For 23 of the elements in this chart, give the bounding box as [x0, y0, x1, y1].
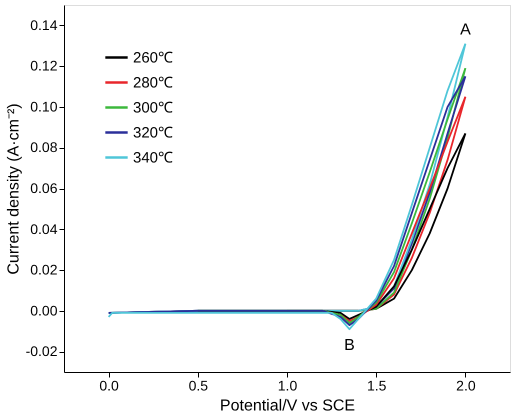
y-tick-label: 0.10 [30, 98, 58, 114]
x-axis-title: Potential/V vs SCE [220, 398, 356, 414]
legend-label: 300℃ [133, 100, 174, 116]
x-tick-label: 0.5 [188, 378, 208, 394]
x-tick-label: 2.0 [456, 378, 476, 394]
y-tick-label: 0.08 [30, 139, 58, 156]
y-axis-title: Current density (A·cm⁻²) [6, 103, 23, 275]
legend-label: 320℃ [133, 124, 174, 142]
legend-label: 340℃ [133, 150, 174, 166]
y-tick-label: -0.02 [26, 343, 58, 360]
y-tick-label: 0.02 [30, 262, 58, 278]
y-tick-label: 0.04 [30, 220, 58, 237]
y-tick-label: 0.12 [30, 58, 58, 74]
legend-label: 280℃ [133, 74, 174, 92]
y-tick-label: 0.06 [30, 180, 58, 196]
x-tick-label: 1.5 [366, 378, 387, 394]
x-tick-label: 0.0 [99, 378, 120, 394]
annotation: A [460, 22, 472, 39]
y-tick-label: 0.00 [30, 302, 58, 318]
legend-label: 260℃ [133, 50, 174, 66]
y-tick-label: 0.14 [30, 16, 58, 33]
x-tick-label: 1.0 [278, 378, 298, 394]
annotation: B [344, 337, 355, 354]
